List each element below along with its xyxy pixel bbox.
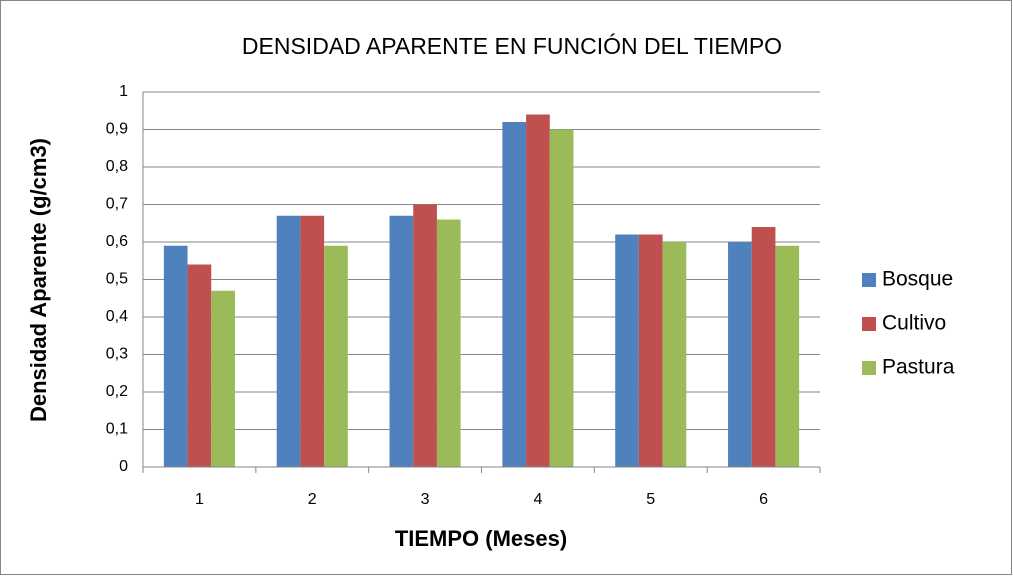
x-tick-label: 2 xyxy=(308,491,317,508)
y-tick-label: 0,2 xyxy=(106,383,128,400)
legend-swatch xyxy=(862,361,876,375)
bar xyxy=(211,290,235,467)
bar xyxy=(436,219,461,467)
bar xyxy=(187,264,212,467)
x-tick-label: 5 xyxy=(646,491,655,508)
bar xyxy=(751,227,776,467)
legend-swatch xyxy=(862,317,876,331)
y-tick-label: 0,7 xyxy=(106,196,128,213)
y-tick-label: 0,6 xyxy=(106,233,128,250)
y-tick-label: 0,5 xyxy=(106,271,128,288)
bar xyxy=(526,114,550,467)
x-tick-label: 6 xyxy=(759,491,768,508)
y-tick-label: 1 xyxy=(119,83,128,100)
bar xyxy=(728,242,752,467)
x-tick-label: 4 xyxy=(533,491,542,508)
bar xyxy=(163,245,188,467)
bar xyxy=(324,245,348,467)
legend-label: Pastura xyxy=(882,356,955,379)
legend-swatch xyxy=(862,273,876,287)
x-tick-label: 1 xyxy=(195,491,204,508)
y-tick-label: 0,9 xyxy=(106,121,128,138)
chart-title: DENSIDAD APARENTE EN FUNCIÓN DEL TIEMPO xyxy=(242,33,782,59)
bar xyxy=(549,129,574,467)
y-tick-label: 0,3 xyxy=(106,346,128,363)
bar xyxy=(300,215,325,467)
bar xyxy=(413,204,437,467)
x-tick-label: 3 xyxy=(421,491,430,508)
y-tick-label: 0,1 xyxy=(106,421,128,438)
bar xyxy=(638,234,663,467)
legend-label: Bosque xyxy=(882,268,953,291)
y-tick-label: 0,4 xyxy=(106,308,128,325)
bar xyxy=(502,122,527,467)
bar xyxy=(389,215,414,467)
bar xyxy=(276,215,301,467)
x-axis-label: TIEMPO (Meses) xyxy=(395,526,567,551)
bar xyxy=(662,242,687,467)
bar xyxy=(775,245,800,467)
bar xyxy=(615,234,639,467)
y-axis-label: Densidad Aparente (g/cm3) xyxy=(26,138,51,422)
y-tick-label: 0 xyxy=(119,458,128,475)
y-tick-label: 0,8 xyxy=(106,158,128,175)
legend-label: Cultivo xyxy=(882,312,946,335)
